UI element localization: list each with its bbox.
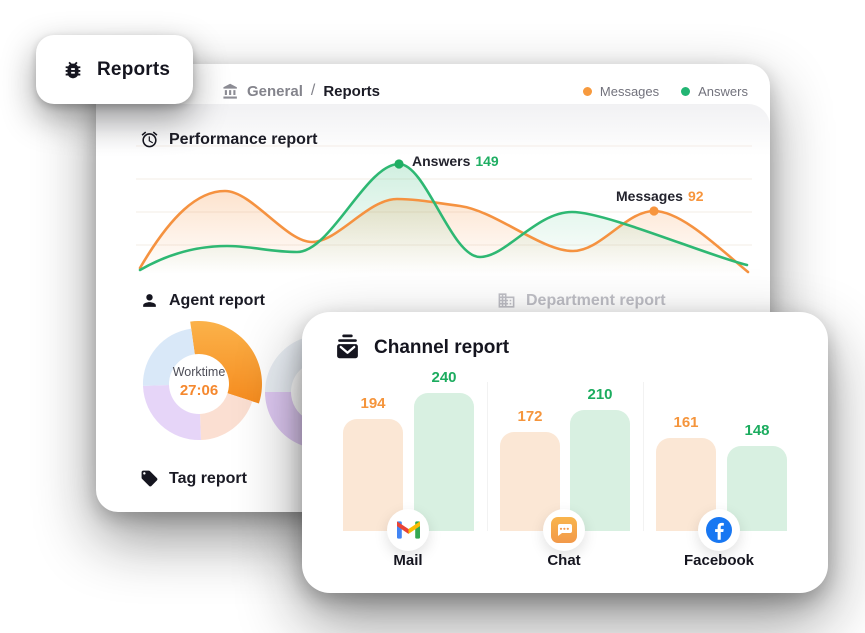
chart-legend: Messages Answers — [582, 83, 748, 99]
facebook-answers-bar[interactable] — [727, 446, 787, 531]
mail-category-label: Mail — [393, 552, 423, 569]
person-icon — [140, 291, 159, 310]
bar-column: 240 — [414, 369, 474, 531]
chat-answers-bar[interactable] — [570, 410, 630, 531]
messages-peak-point[interactable] — [649, 206, 659, 216]
chat-category-label: Chat — [547, 552, 581, 569]
panel-header: General / Reports Messages Answers — [96, 64, 770, 104]
answers-area — [140, 164, 747, 274]
agent-report-title: Agent report — [169, 291, 265, 309]
gmail-icon — [396, 521, 420, 539]
bug-icon — [62, 59, 84, 81]
reports-tab[interactable]: Reports — [36, 35, 193, 104]
department-report-section[interactable]: Department report — [497, 291, 666, 310]
breadcrumb: General / Reports — [222, 82, 380, 100]
breadcrumb-separator: / — [310, 82, 316, 99]
tag-report-section[interactable]: Tag report — [140, 469, 247, 488]
performance-report-title: Performance report — [169, 130, 318, 148]
answers-line — [138, 162, 749, 272]
worktime-value: 27:06 — [179, 382, 219, 399]
legend-messages: Messages — [582, 83, 660, 99]
facebook-channel-badge[interactable] — [698, 509, 740, 551]
department-report-title: Department report — [526, 291, 666, 309]
answers-annotation-label: Answers — [412, 153, 471, 169]
answers-annotation-value: 149 — [475, 153, 499, 169]
mail-answers-value: 240 — [431, 369, 457, 386]
group-divider — [643, 382, 644, 531]
chat-messages-value: 172 — [517, 408, 543, 425]
chat-answers-value: 210 — [587, 386, 613, 403]
donut-segment-peach — [200, 393, 253, 440]
facebook-messages-value: 161 — [673, 414, 699, 431]
messages-annotation: Messages 92 — [616, 188, 704, 204]
bar-column: 148 — [727, 422, 787, 531]
header-fade — [96, 104, 770, 156]
bank-icon — [222, 83, 239, 100]
tag-report-title: Tag report — [169, 469, 247, 487]
channel-report-title: Channel report — [374, 336, 510, 358]
tag-icon — [140, 469, 159, 488]
facebook-icon — [706, 517, 732, 543]
channel-report-section: Channel report — [334, 334, 509, 361]
messages-annotation-label: Messages — [616, 188, 683, 204]
breadcrumb-general[interactable]: General — [247, 82, 303, 100]
messages-annotation-value: 92 — [687, 188, 704, 204]
chat-channel-badge[interactable] — [543, 509, 585, 551]
bar-column: 210 — [570, 386, 630, 531]
legend-answers-label: Answers — [698, 83, 748, 99]
answers-annotation: Answers 149 — [412, 153, 499, 169]
bar-column: 194 — [343, 395, 403, 531]
inbox-icon — [334, 334, 361, 361]
mail-answers-bar[interactable] — [414, 393, 474, 531]
agent-report-section[interactable]: Agent report — [140, 291, 265, 310]
reports-tab-label: Reports — [97, 58, 171, 80]
facebook-category-label: Facebook — [683, 552, 755, 569]
worktime-label: Worktime 27:06 — [149, 365, 249, 399]
group-divider — [487, 382, 488, 531]
legend-messages-label: Messages — [599, 83, 660, 99]
alarm-clock-icon — [140, 130, 159, 149]
channel-report-card: Channel report 194 240 172 210 161 148 — [302, 312, 828, 593]
building-icon — [497, 291, 516, 310]
answers-dot-icon — [681, 86, 691, 96]
chat-icon — [551, 517, 577, 543]
performance-report-section: Performance report — [140, 130, 318, 149]
facebook-answers-value: 148 — [744, 422, 770, 439]
mail-messages-value: 194 — [360, 395, 386, 412]
legend-answers: Answers — [681, 84, 748, 99]
breadcrumb-reports[interactable]: Reports — [323, 82, 381, 100]
answers-peak-point[interactable] — [394, 159, 404, 169]
messages-dot-icon — [582, 86, 592, 96]
worktime-caption: Worktime — [172, 365, 226, 379]
mail-channel-badge[interactable] — [387, 509, 429, 551]
